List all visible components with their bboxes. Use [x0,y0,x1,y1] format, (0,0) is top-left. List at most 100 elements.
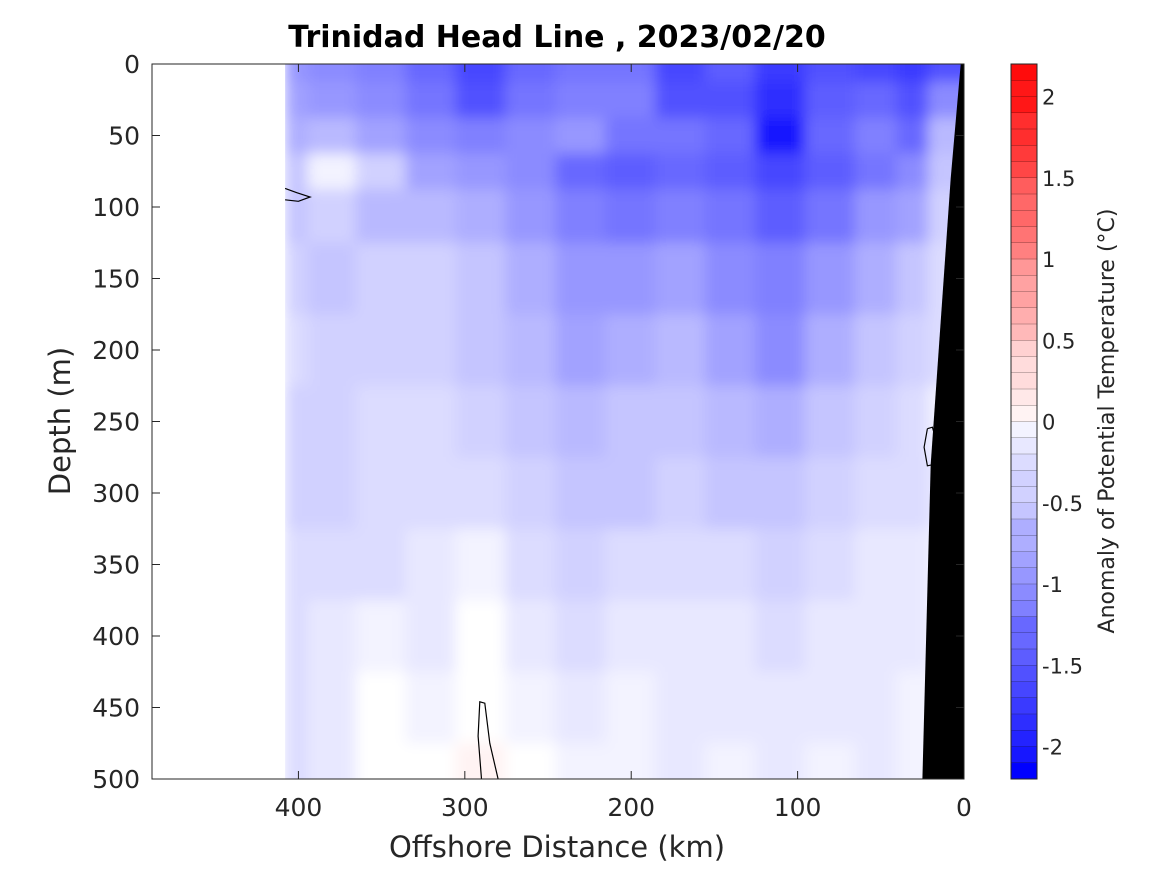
y-tick-label: 500 [92,765,140,794]
colorbar-label: Anomaly of Potential Temperature (°C) [1095,209,1120,634]
colorbar-band [1011,762,1037,780]
field-cell [355,743,408,779]
field-cell [705,242,758,316]
y-tick-label: 50 [108,122,140,151]
field-cell [804,189,857,244]
colorbar-band [1011,291,1037,309]
field-cell [655,457,708,530]
field-cell [285,457,310,530]
field-cell [555,153,608,191]
field-cell [285,189,310,244]
field-cell [896,600,931,673]
field-cell [285,385,310,459]
field-cell [655,743,708,779]
field-cells [285,64,964,779]
field-cell [355,385,408,459]
field-cell [285,153,310,191]
field-cell [705,153,758,191]
axes: 400 300 200 100 0 0 50 100 150 200 250 300 350 400 450… [92,50,972,822]
field-cell [285,528,310,602]
field-cell [804,671,857,745]
field-cell [605,189,658,244]
field-cell [405,189,458,244]
field-cell [928,81,964,119]
field-cell [605,242,658,316]
y-tick-label: 100 [92,193,140,222]
field-cell [854,242,899,316]
x-tick-label: 200 [607,793,655,822]
colorbar-band [1011,226,1037,244]
colorbar-tick-label: 0.5 [1042,329,1075,353]
field-cell [655,385,708,459]
field-cell [455,117,508,155]
colorbar-band [1011,649,1037,666]
field-cell [285,600,310,673]
field-cell [854,117,899,155]
field-cell [755,743,807,779]
field-cell [285,64,310,83]
field-cell [307,189,358,244]
field-cell [854,600,899,673]
field-cell [605,528,658,602]
field-cell [355,242,408,316]
field-cell [804,81,857,119]
plot-overlays [284,64,964,779]
field-cell [804,528,857,602]
colorbar-band [1011,210,1037,227]
field-cell [455,457,508,530]
field-cell [505,153,558,191]
field-cell [896,189,931,244]
x-tick-label: 400 [275,793,323,822]
colorbar-band [1011,665,1037,682]
colorbar-band [1011,486,1037,504]
field-cell [355,457,408,530]
field-cell [307,314,358,387]
field-cell [605,385,658,459]
field-cell [285,242,310,316]
colorbar-band [1011,567,1037,585]
field-cell [854,64,899,83]
field-cell [755,314,807,387]
field-cell [455,189,508,244]
zero-contour-line [477,701,499,779]
field-cell [804,385,857,459]
field-cell [755,600,807,673]
field-cell [705,117,758,155]
field-cell [505,314,558,387]
field-cell [705,528,758,602]
field-cell [505,64,558,83]
y-tick-label: 300 [92,479,140,508]
colorbar-tick-label: 1 [1042,248,1055,272]
y-tick-label: 0 [124,50,140,79]
field-cell [285,81,310,119]
field-cell [896,385,931,459]
field-cell [505,189,558,244]
field-cell [655,117,708,155]
colorbar-tick-label: 2 [1042,86,1055,110]
field-cell [355,671,408,745]
field-cell [854,671,899,745]
field-cell [655,242,708,316]
field-cell [605,600,658,673]
colorbar-band [1011,96,1037,114]
x-tick-label: 100 [774,793,822,822]
field-cell [854,153,899,191]
field-cell [355,189,408,244]
field-cell [307,64,358,83]
no-data-region [152,64,286,779]
field-cell [405,314,458,387]
field-cell [705,64,758,83]
field-cell [505,385,558,459]
colorbar-band [1011,681,1037,699]
field-cell [655,671,708,745]
field-cell [705,314,758,387]
field-cell [928,64,964,83]
colorbar-band [1011,470,1037,487]
colorbar-band [1011,129,1037,146]
field-cell [705,81,758,119]
field-cell [755,117,807,155]
field-cell [804,64,857,83]
field-cell [355,64,408,83]
field-cell [804,242,857,316]
